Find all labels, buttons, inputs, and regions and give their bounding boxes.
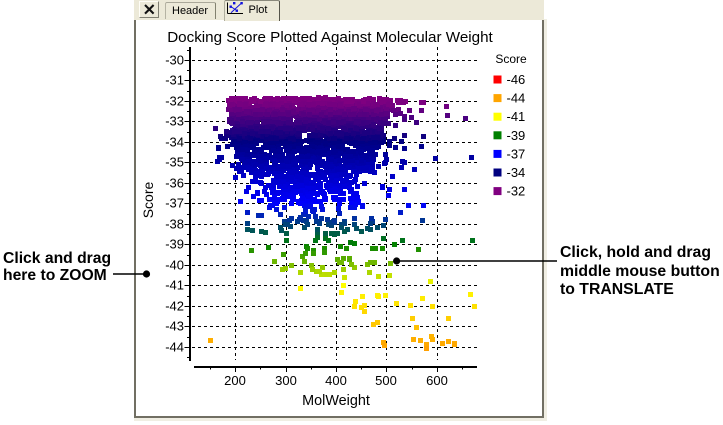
svg-text:-37: -37 [165,196,184,211]
svg-text:300: 300 [275,373,297,388]
svg-text:-46: -46 [507,72,526,87]
svg-text:-39: -39 [507,128,526,143]
svg-text:-38: -38 [165,217,184,232]
svg-text:Plot: Plot [249,4,268,16]
svg-text:-37: -37 [507,146,526,161]
svg-text:-44: -44 [507,91,526,106]
svg-text:-43: -43 [165,319,184,334]
svg-text:-44: -44 [165,340,184,355]
svg-text:-41: -41 [507,109,526,124]
svg-text:-36: -36 [165,176,184,191]
svg-text:-42: -42 [165,299,184,314]
svg-text:Score: Score [495,52,527,66]
svg-text:-40: -40 [165,258,184,273]
svg-text:-35: -35 [165,155,184,170]
svg-text:Score: Score [140,182,156,219]
svg-text:-34: -34 [165,135,184,150]
svg-text:500: 500 [375,373,397,388]
svg-text:-30: -30 [165,53,184,68]
svg-text:-34: -34 [507,165,526,180]
svg-text:-39: -39 [165,237,184,252]
svg-text:-41: -41 [165,278,184,293]
svg-text:-32: -32 [507,184,526,199]
svg-text:-33: -33 [165,114,184,129]
svg-text:400: 400 [325,373,347,388]
svg-text:MolWeight: MolWeight [302,393,370,409]
svg-text:-31: -31 [165,73,184,88]
svg-text:-32: -32 [165,94,184,109]
svg-text:600: 600 [426,373,448,388]
svg-text:Docking Score Plotted Against: Docking Score Plotted Against Molecular … [167,29,493,46]
svg-text:200: 200 [224,373,246,388]
